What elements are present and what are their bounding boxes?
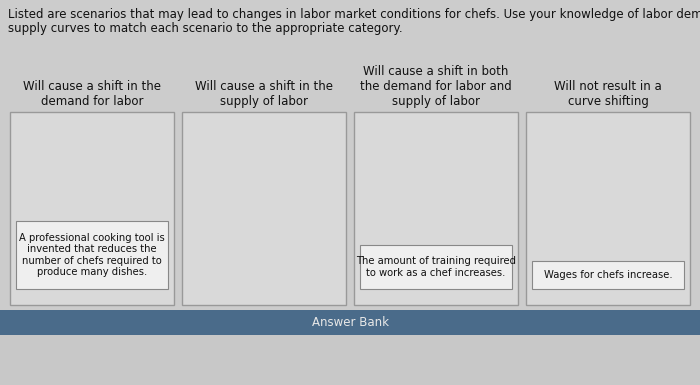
Bar [0, 335, 700, 385]
Text: A professional cooking tool is
invented that reduces the
number of chefs require: A professional cooking tool is invented … [19, 233, 165, 278]
Text: supply curves to match each scenario to the appropriate category.: supply curves to match each scenario to … [8, 22, 402, 35]
Text: Will cause a shift in both
the demand for labor and
supply of labor: Will cause a shift in both the demand fo… [360, 65, 512, 108]
Text: Will not result in a
curve shifting: Will not result in a curve shifting [554, 80, 662, 108]
Text: Wages for chefs increase.: Wages for chefs increase. [544, 270, 672, 280]
Bar [354, 112, 518, 305]
Bar [182, 112, 346, 305]
Text: The amount of training required
to work as a chef increases.: The amount of training required to work … [356, 256, 516, 278]
Text: Will cause a shift in the
demand for labor: Will cause a shift in the demand for lab… [23, 80, 161, 108]
Text: Will cause a shift in the
supply of labor: Will cause a shift in the supply of labo… [195, 80, 333, 108]
Bar [532, 261, 684, 289]
Bar [16, 221, 168, 289]
Bar [10, 112, 174, 305]
Bar [0, 310, 700, 335]
Text: Listed are scenarios that may lead to changes in labor market conditions for che: Listed are scenarios that may lead to ch… [8, 8, 700, 21]
Bar [360, 245, 512, 289]
Bar [526, 112, 690, 305]
Text: Answer Bank: Answer Bank [312, 316, 388, 329]
